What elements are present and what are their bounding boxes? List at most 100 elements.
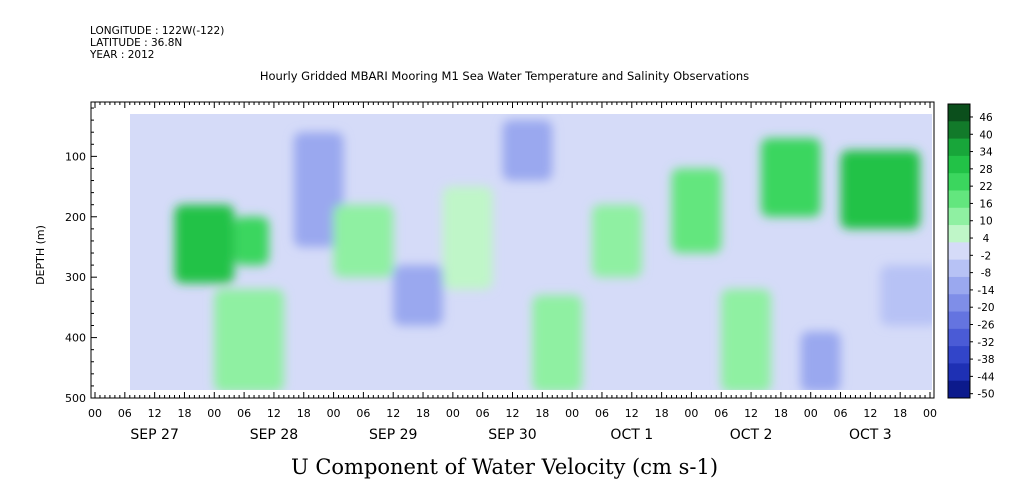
x-tick-label: 06 [356, 407, 370, 420]
field-region [442, 186, 493, 290]
y-tick-label: 500 [65, 392, 86, 405]
y-tick-label: 100 [65, 150, 86, 163]
colorbar-label: -20 [977, 302, 994, 314]
field-region [880, 265, 932, 326]
x-day-label: OCT 2 [730, 427, 773, 443]
colorbar-swatch [948, 121, 970, 140]
colorbar-swatch [948, 155, 970, 174]
y-tick-label: 300 [65, 271, 86, 284]
colorbar-swatch [948, 363, 970, 382]
field-region [671, 168, 722, 254]
colorbar-label: 40 [979, 129, 992, 141]
x-tick-label: 18 [655, 407, 669, 420]
y-axis-title: DEPTH (m) [34, 225, 47, 285]
colorbar-label: 4 [983, 233, 990, 245]
x-tick-label: 12 [744, 407, 758, 420]
x-tick-label: 00 [327, 407, 341, 420]
x-tick-label: 00 [565, 407, 579, 420]
colorbar-swatch [948, 190, 970, 209]
field-region [721, 289, 771, 390]
colorbar-swatch [948, 104, 970, 122]
colorbar-swatch [948, 138, 970, 157]
field-region [840, 150, 921, 229]
x-tick-label: 12 [148, 407, 162, 420]
x-tick-label: 12 [267, 407, 281, 420]
field-region [800, 331, 841, 390]
year-label: YEAR : 2012 [90, 49, 155, 61]
field-region [174, 204, 235, 284]
x-day-label: OCT 1 [610, 427, 653, 443]
field-region [293, 132, 344, 247]
colorbar-label: -2 [981, 250, 991, 262]
colorbar-label: -50 [977, 389, 994, 401]
x-tick-label: 12 [863, 407, 877, 420]
colorbar: 46 40 34 28 22 16 10 4 -2 -8 -14 -20 -26 -32 -38 -44 -50 [947, 103, 995, 401]
x-day-label: SEP 28 [250, 427, 298, 443]
x-tick-label: 00 [88, 407, 102, 420]
colorbar-swatch [948, 259, 970, 278]
x-tick-label: 06 [595, 407, 609, 420]
colorbar-label: 16 [979, 198, 993, 210]
x-tick-label: 06 [237, 407, 251, 420]
x-tick-label: 00 [207, 407, 221, 420]
colorbar-swatch [948, 225, 970, 243]
x-day-label: SEP 30 [488, 427, 536, 443]
x-tick-label: 00 [923, 407, 937, 420]
field-region [761, 138, 821, 217]
colorbar-frame [947, 103, 971, 399]
field-region [234, 216, 269, 266]
field-region [333, 204, 394, 278]
colorbar-swatch [948, 276, 970, 295]
x-tick-label: 00 [804, 407, 818, 420]
x-tick-label: 12 [625, 407, 639, 420]
chart-title: Hourly Gridded MBARI Mooring M1 Sea Wate… [259, 69, 750, 83]
x-tick-label: 06 [714, 407, 728, 420]
colorbar-label: 28 [979, 164, 992, 176]
longitude-label: LONGITUDE : 122W(-122) [90, 25, 225, 37]
x-tick-label: 00 [684, 407, 698, 420]
x-day-label: OCT 3 [849, 427, 892, 443]
latitude-label: LATITUDE : 36.8N [90, 37, 183, 49]
colorbar-label: -44 [977, 371, 994, 383]
x-tick-label: 06 [834, 407, 848, 420]
y-tick-label: 400 [65, 332, 86, 345]
colorbar-label: -14 [977, 285, 994, 297]
y-axis: 100 200 300 400 500 [65, 107, 97, 405]
field-region [592, 204, 642, 278]
x-tick-label: 18 [177, 407, 191, 420]
heatmap-field [130, 114, 932, 390]
colorbar-label: -38 [977, 354, 994, 366]
colorbar-label: -32 [977, 337, 994, 349]
x-axis-title: U Component of Water Velocity (cm s-1) [290, 455, 719, 479]
field-region [393, 265, 443, 326]
colorbar-swatch [948, 173, 970, 191]
x-tick-label: 18 [416, 407, 430, 420]
colorbar-label: 34 [979, 147, 993, 159]
colorbar-swatch [948, 242, 970, 261]
x-tick-label: 12 [506, 407, 520, 420]
x-tick-label: 06 [118, 407, 132, 420]
x-tick-label: 06 [476, 407, 490, 420]
field-region [502, 120, 553, 181]
x-day-label: SEP 27 [130, 427, 178, 443]
x-axis-ticks: 00 06 12 18 00 06 12 18 00 06 12 18 00 06 12 18 00 06 12 18… [88, 102, 937, 443]
colorbar-label: 22 [979, 181, 992, 193]
colorbar-swatch [948, 294, 970, 313]
colorbar-swatch [948, 207, 970, 226]
x-tick-label: 18 [774, 407, 788, 420]
colorbar-label: 46 [979, 112, 993, 124]
x-tick-label: 18 [297, 407, 311, 420]
colorbar-swatch [948, 328, 970, 347]
x-day-label: SEP 29 [369, 427, 417, 443]
colorbar-swatch [948, 346, 970, 364]
colorbar-label: -8 [981, 268, 991, 280]
colorbar-swatch [948, 380, 970, 399]
x-tick-label: 12 [386, 407, 400, 420]
field-regions [174, 120, 932, 390]
colorbar-swatch [948, 311, 970, 330]
field-region [214, 289, 284, 390]
x-tick-label: 18 [893, 407, 907, 420]
x-tick-label: 18 [535, 407, 549, 420]
x-tick-label: 00 [446, 407, 460, 420]
